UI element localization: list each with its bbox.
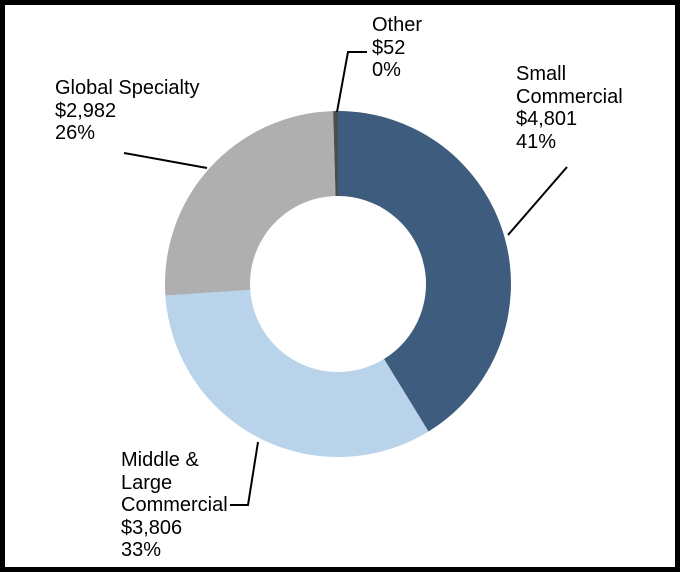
leader-line-global-specialty [123,152,208,169]
callout-line: Global Specialty [55,77,200,99]
leader-line-small-commercial [507,166,568,236]
callout-line: Commercial [121,494,228,516]
callout-line: 33% [121,539,162,561]
donut-slice-other [333,111,338,197]
donut-slices [165,111,511,457]
callout-line: $4,801 [516,108,578,130]
callout-line: Other [372,14,423,36]
donut-slice-global-specialty [165,111,336,296]
donut-chart-svg [123,51,568,506]
callout-line: Commercial [516,85,623,108]
callout-line: 26% [55,122,96,144]
callout-line: Small [516,63,567,85]
callout-line: 41% [516,130,557,153]
leader-line-middle-large-commercial [230,441,259,506]
callout-line: Middle & [121,449,199,471]
callout-label-small-commercial: Small Commercial $4,801 41% [516,63,623,153]
callout-label-global-specialty: Global Specialty $2,982 26% [55,77,200,145]
callout-line: Large [121,471,173,494]
callout-label-middle-large-commercial: Middle & Large Commercial $3,806 33% [121,449,228,562]
callout-line: $3,806 [121,516,183,539]
callout-line: $2,982 [55,99,117,122]
callout-label-other: Other $52 0% [372,14,422,82]
donut-slice-middle-large-commercial [165,289,429,457]
leader-line-other [336,51,367,113]
leader-lines [123,51,568,506]
callout-line: 0% [372,59,401,81]
donut-slice-small-commercial [338,111,511,432]
callout-line: $52 [372,36,406,59]
